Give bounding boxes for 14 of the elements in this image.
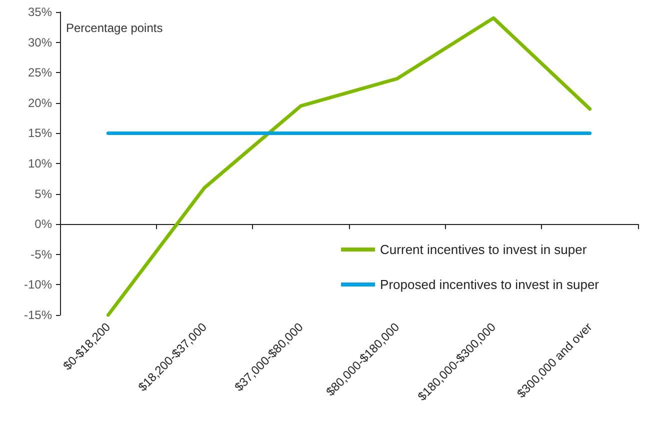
y-tick-label: 30% xyxy=(28,35,52,50)
y-tick-label: 25% xyxy=(28,66,52,80)
y-axis-title: Percentage points xyxy=(66,21,163,35)
y-tick-label: 0% xyxy=(34,217,52,232)
y-tick-label: -15% xyxy=(24,308,52,322)
y-tick-label: 10% xyxy=(28,156,52,170)
y-tick-label: -5% xyxy=(30,247,52,262)
legend-label: Current incentives to invest in super xyxy=(380,242,588,257)
y-tick-label: -10% xyxy=(24,278,52,292)
y-tick-label: 35% xyxy=(28,5,52,19)
y-tick-label: 5% xyxy=(34,186,52,201)
y-tick-label: 20% xyxy=(28,96,52,110)
legend-label: Proposed incentives to invest in super xyxy=(380,277,600,292)
y-tick-label: 15% xyxy=(28,126,52,140)
